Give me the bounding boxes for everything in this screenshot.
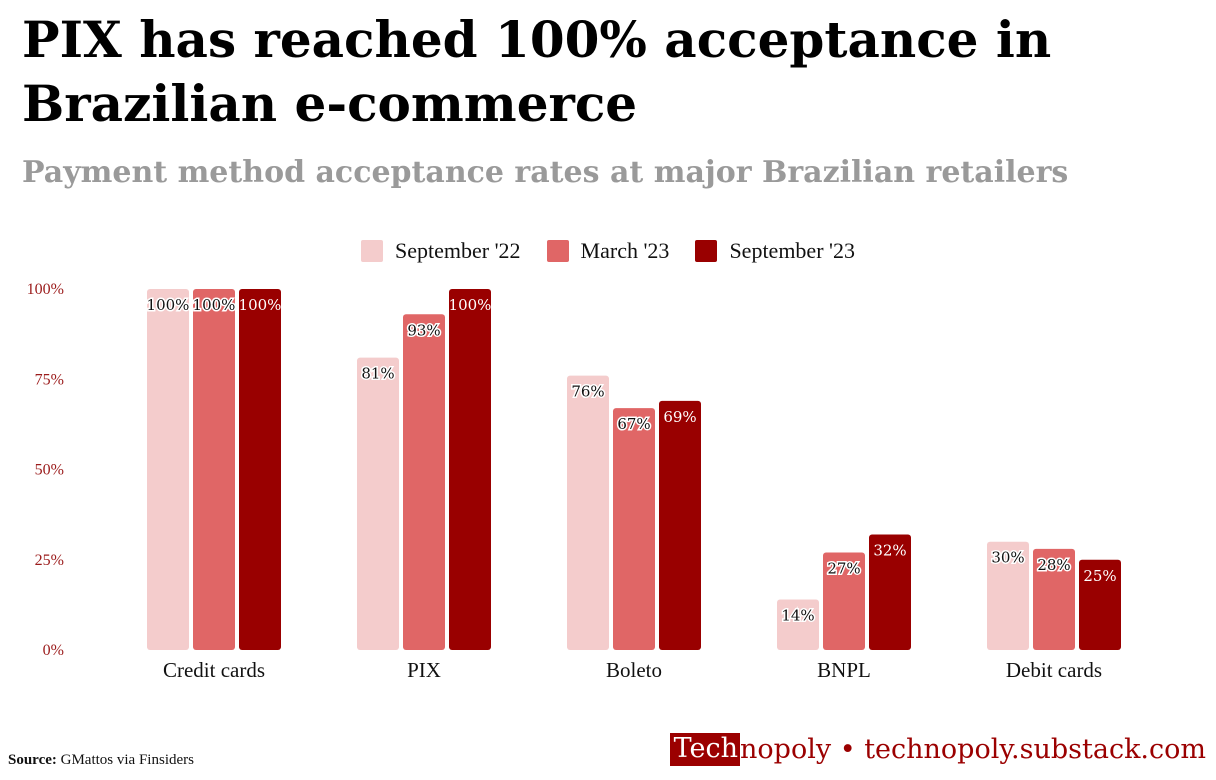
bar-bnpl-september-23 <box>869 534 911 650</box>
data-label: 69% <box>663 408 696 426</box>
source-note: Source: GMattos via Finsiders <box>8 752 194 769</box>
data-label: 93% <box>407 321 440 339</box>
legend-item-sep-22: September '22 <box>361 238 521 264</box>
source-text: GMattos via Finsiders <box>60 752 194 768</box>
data-label: 100% <box>449 296 492 314</box>
y-tick-label: 100% <box>27 281 64 298</box>
data-label: 27% <box>827 560 860 578</box>
data-label: 14% <box>781 606 814 624</box>
brand-logo-rest: nopoly <box>740 734 832 765</box>
data-label: 30% <box>991 549 1024 567</box>
legend-swatch-mar-23 <box>546 240 569 262</box>
source-label: Source: <box>8 752 57 768</box>
data-label: 100% <box>147 296 190 314</box>
y-tick-label: 50% <box>35 462 64 479</box>
bar-chart: 0%25%50%75%100%100% 100% 100%Credit cards8… <box>27 281 1121 682</box>
brand-footer: Tech nopoly • technopoly.substack.com <box>669 733 1206 766</box>
bar-debit-cards-september-22 <box>987 541 1029 650</box>
legend-swatch-sep-22 <box>361 240 383 262</box>
brand-url: technopoly.substack.com <box>864 734 1206 765</box>
bar-boleto-september-23 <box>659 400 701 650</box>
bar-boleto-march-23 <box>613 408 655 650</box>
x-category-label: Debit cards <box>1006 658 1102 682</box>
x-category-label: BNPL <box>817 658 871 682</box>
bar-credit-cards-september-23 <box>239 289 281 650</box>
bar-credit-cards-march-23 <box>193 289 235 650</box>
bar-pix-september-23 <box>449 289 491 650</box>
legend-label-sep-22: September '22 <box>395 238 521 263</box>
bar-pix-march-23 <box>403 314 445 650</box>
legend: September '22 March '23 September '23 <box>0 238 1216 264</box>
legend-label-mar-23: March '23 <box>580 238 670 263</box>
legend-item-sep-23: September '23 <box>695 238 855 264</box>
x-category-label: Credit cards <box>163 658 265 682</box>
brand-separator: • <box>831 734 865 765</box>
data-label: 28% <box>1037 556 1070 574</box>
data-label: 100% <box>193 296 236 314</box>
bar-boleto-september-22 <box>567 375 609 650</box>
data-label: 81% <box>361 365 394 383</box>
x-category-label: Boleto <box>606 658 662 682</box>
legend-swatch-sep-23 <box>695 240 718 262</box>
bar-debit-cards-september-23 <box>1079 559 1121 650</box>
chart-subtitle: Payment method acceptance rates at major… <box>22 155 1069 190</box>
data-label: 76% <box>571 383 604 401</box>
data-label: 32% <box>873 541 906 559</box>
data-label: 100% <box>239 296 282 314</box>
data-label: 67% <box>617 415 650 433</box>
bar-credit-cards-september-22 <box>147 289 189 650</box>
bar-debit-cards-march-23 <box>1033 548 1075 650</box>
bar-bnpl-september-22 <box>777 599 819 650</box>
legend-item-mar-23: March '23 <box>546 238 670 264</box>
bar-bnpl-march-23 <box>823 552 865 650</box>
y-tick-label: 0% <box>43 642 64 659</box>
legend-label-sep-23: September '23 <box>729 238 855 263</box>
x-category-label: PIX <box>407 658 441 682</box>
y-tick-label: 75% <box>35 371 64 388</box>
chart-title: PIX has reached 100% acceptance in Brazi… <box>22 10 1052 133</box>
brand-logo-box: Tech <box>669 733 741 766</box>
data-label: 25% <box>1083 567 1116 585</box>
bar-pix-september-22 <box>357 357 399 650</box>
y-tick-label: 25% <box>35 552 64 569</box>
